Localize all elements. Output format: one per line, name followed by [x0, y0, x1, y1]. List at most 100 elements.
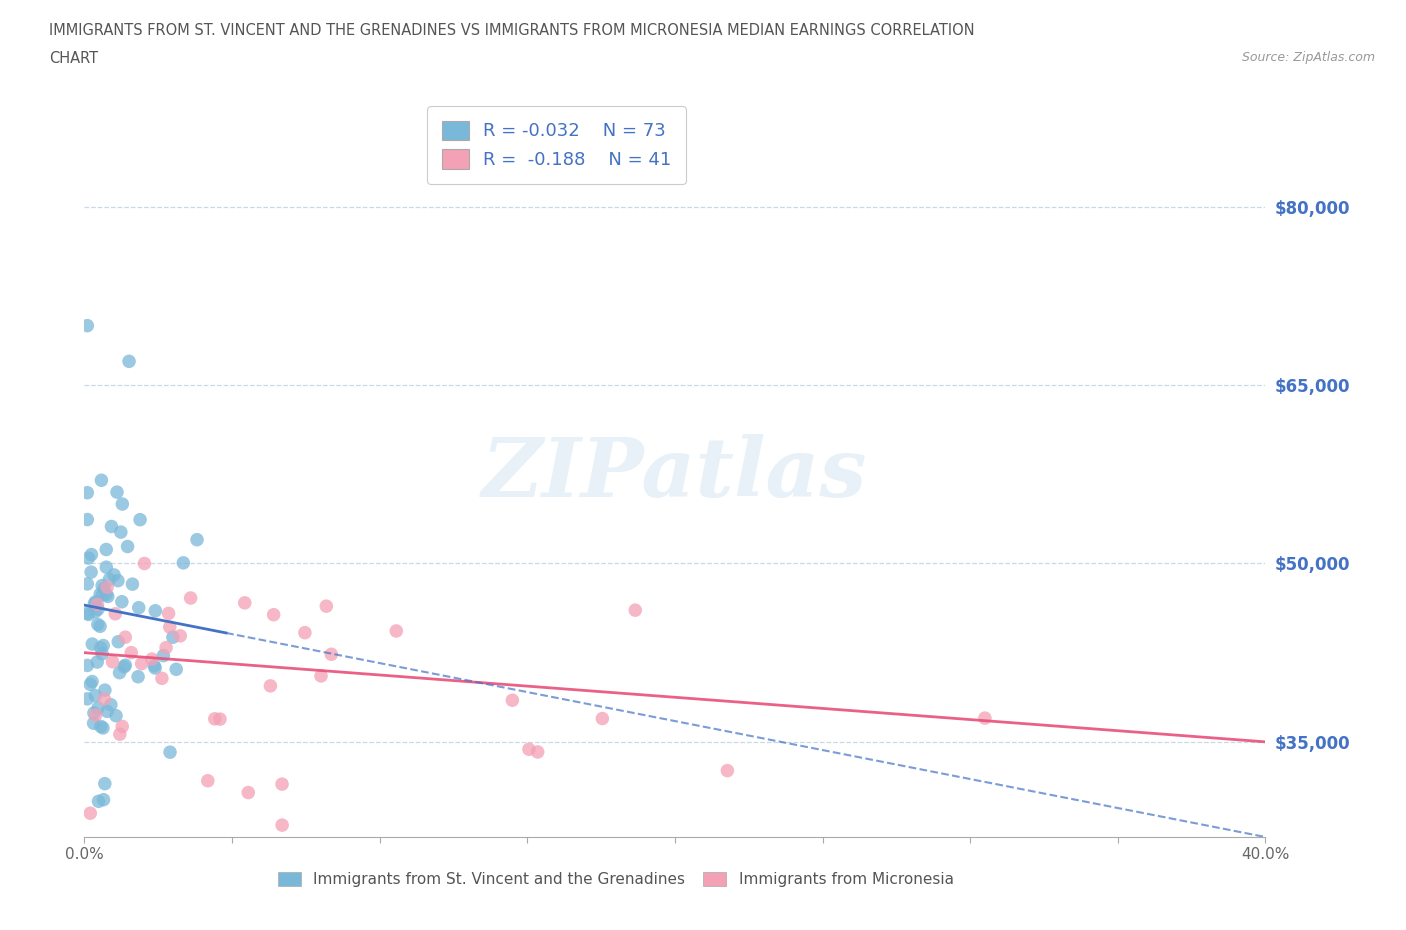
Point	[159, 745, 181, 760]
Point	[91, 638, 114, 653]
Point	[141, 652, 163, 667]
Point	[271, 817, 294, 832]
Point	[129, 512, 152, 527]
Point	[385, 623, 408, 638]
Point	[294, 625, 316, 640]
Point	[309, 669, 332, 684]
Point	[83, 716, 105, 731]
Point	[271, 777, 294, 791]
Point	[120, 645, 142, 660]
Point	[87, 700, 110, 715]
Point	[204, 711, 226, 726]
Point	[84, 708, 107, 723]
Point	[107, 634, 129, 649]
Point	[517, 742, 540, 757]
Point	[105, 485, 128, 499]
Point	[143, 604, 166, 618]
Point	[110, 525, 132, 539]
Point	[501, 693, 523, 708]
Point	[157, 606, 180, 621]
Point	[624, 603, 647, 618]
Point	[98, 572, 121, 587]
Point	[591, 711, 613, 726]
Point	[83, 706, 105, 721]
Point	[94, 683, 117, 698]
Text: Source: ZipAtlas.com: Source: ZipAtlas.com	[1241, 51, 1375, 64]
Point	[108, 726, 131, 741]
Point	[76, 658, 98, 673]
Point	[84, 594, 107, 609]
Point	[90, 472, 112, 487]
Point	[83, 596, 105, 611]
Point	[117, 539, 139, 554]
Legend: Immigrants from St. Vincent and the Grenadines, Immigrants from Micronesia: Immigrants from St. Vincent and the Gren…	[270, 864, 962, 895]
Point	[208, 711, 231, 726]
Point	[86, 655, 108, 670]
Point	[76, 512, 98, 527]
Point	[112, 659, 135, 674]
Point	[89, 587, 111, 602]
Text: IMMIGRANTS FROM ST. VINCENT AND THE GRENADINES VS IMMIGRANTS FROM MICRONESIA MED: IMMIGRANTS FROM ST. VINCENT AND THE GREN…	[49, 23, 974, 38]
Point	[321, 647, 343, 662]
Point	[91, 721, 114, 736]
Point	[76, 691, 98, 706]
Point	[104, 709, 127, 724]
Point	[80, 565, 103, 579]
Point	[238, 785, 260, 800]
Point	[155, 640, 177, 655]
Point	[143, 658, 166, 673]
Point	[76, 318, 98, 333]
Point	[91, 646, 114, 661]
Point	[118, 354, 141, 369]
Point	[91, 587, 114, 602]
Point	[76, 605, 98, 620]
Point	[103, 567, 125, 582]
Point	[186, 532, 208, 547]
Point	[131, 657, 153, 671]
Point	[84, 604, 107, 619]
Point	[84, 688, 107, 703]
Point	[114, 630, 136, 644]
Point	[82, 637, 104, 652]
Point	[121, 577, 143, 591]
Point	[101, 655, 124, 670]
Point	[97, 589, 120, 604]
Point	[77, 551, 100, 565]
Point	[180, 591, 202, 605]
Text: CHART: CHART	[49, 51, 98, 66]
Text: ZIPatlas: ZIPatlas	[482, 434, 868, 514]
Point	[114, 658, 136, 672]
Point	[96, 579, 118, 594]
Point	[150, 671, 173, 685]
Point	[104, 606, 127, 621]
Point	[134, 556, 156, 571]
Point	[111, 594, 134, 609]
Point	[96, 704, 118, 719]
Point	[91, 578, 114, 593]
Point	[90, 719, 112, 734]
Point	[128, 600, 150, 615]
Point	[89, 618, 111, 633]
Point	[87, 794, 110, 809]
Point	[159, 619, 181, 634]
Point	[79, 805, 101, 820]
Point	[197, 774, 219, 789]
Point	[96, 542, 118, 557]
Point	[80, 547, 103, 562]
Point	[172, 555, 194, 570]
Point	[87, 602, 110, 617]
Point	[716, 764, 738, 778]
Point	[76, 485, 98, 500]
Point	[263, 607, 285, 622]
Point	[93, 792, 115, 807]
Point	[76, 577, 98, 591]
Point	[96, 587, 118, 602]
Point	[233, 595, 256, 610]
Point	[526, 745, 548, 760]
Point	[108, 665, 131, 680]
Point	[79, 677, 101, 692]
Point	[77, 607, 100, 622]
Point	[100, 519, 122, 534]
Point	[96, 560, 118, 575]
Point	[162, 630, 184, 644]
